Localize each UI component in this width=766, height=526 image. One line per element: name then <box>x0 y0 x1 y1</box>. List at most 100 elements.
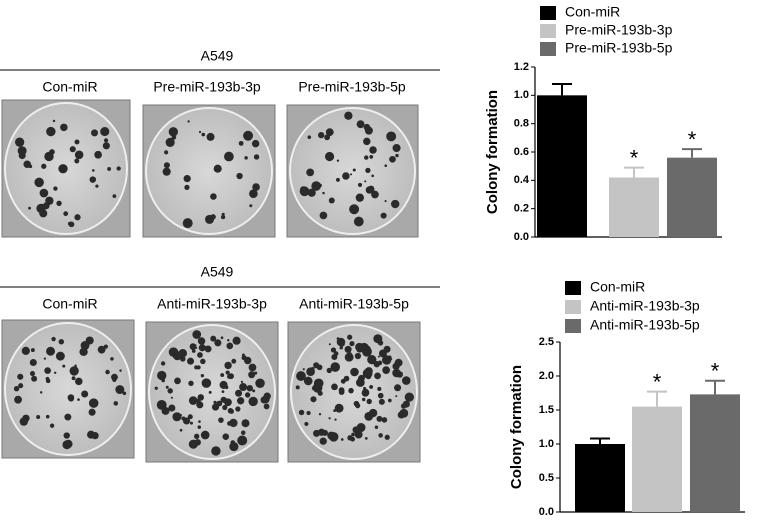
colony <box>384 164 388 168</box>
colony <box>248 371 256 379</box>
colony <box>34 177 44 188</box>
colony <box>364 155 369 160</box>
colony <box>200 373 205 378</box>
colony <box>254 371 258 375</box>
colony <box>383 345 391 353</box>
colony <box>204 345 212 353</box>
colony <box>220 373 225 377</box>
colony <box>374 425 379 429</box>
colony <box>75 377 83 386</box>
colony <box>17 373 24 380</box>
colony <box>196 398 201 404</box>
colony <box>201 132 206 137</box>
colony <box>77 398 80 401</box>
y-axis-label: Colony formation <box>508 365 525 489</box>
colony <box>318 413 322 416</box>
colony <box>74 158 80 164</box>
colony <box>394 358 403 367</box>
error-bar <box>590 437 610 444</box>
bar <box>609 177 659 237</box>
significance-marker: * <box>711 359 720 384</box>
colony <box>397 411 405 419</box>
colony <box>319 211 328 220</box>
image-label: Con-miR <box>42 79 97 95</box>
colony <box>368 408 378 418</box>
colony <box>62 364 66 368</box>
colony <box>194 365 199 370</box>
colony <box>235 406 241 412</box>
colony <box>55 351 65 361</box>
colony <box>44 151 54 162</box>
colony <box>187 414 193 420</box>
colony <box>340 438 344 441</box>
colony <box>224 361 232 370</box>
colony <box>358 374 365 382</box>
colony <box>184 184 190 191</box>
colony <box>163 162 170 169</box>
colony <box>307 188 316 197</box>
colony <box>349 341 355 347</box>
colony <box>391 199 400 209</box>
legend-swatch <box>565 300 581 314</box>
colony <box>119 369 122 372</box>
colony <box>328 417 331 420</box>
colony <box>162 167 171 176</box>
colony <box>115 385 125 395</box>
colony <box>364 126 373 135</box>
error-bar <box>647 390 667 407</box>
colony <box>74 139 80 145</box>
colony <box>91 432 99 440</box>
colony <box>182 218 193 229</box>
colony <box>310 396 317 403</box>
colony <box>211 403 220 411</box>
colony <box>347 435 353 441</box>
colony <box>374 372 381 380</box>
colony <box>300 186 307 193</box>
bar <box>537 95 587 237</box>
colony <box>319 437 327 445</box>
colony <box>381 355 392 365</box>
colony <box>402 376 411 385</box>
colony <box>192 330 202 339</box>
legend-label: Anti-miR-193b-5p <box>590 317 700 333</box>
colony <box>263 403 270 410</box>
colony <box>58 339 65 345</box>
colony <box>367 185 375 193</box>
colony <box>328 343 331 346</box>
colony <box>241 419 250 428</box>
colony <box>236 397 245 405</box>
colony <box>46 346 56 356</box>
colony <box>342 172 350 180</box>
colony <box>222 433 230 440</box>
colony <box>363 386 367 390</box>
colony <box>348 387 354 394</box>
colony <box>394 384 402 392</box>
colony <box>74 214 81 221</box>
colony <box>236 172 243 180</box>
colony <box>29 371 36 377</box>
y-tick-label: 2.5 <box>539 336 554 348</box>
colony <box>198 344 206 352</box>
colony <box>364 436 368 440</box>
colony <box>377 386 382 392</box>
colony <box>224 151 234 162</box>
y-tick-label: 0.4 <box>514 174 530 186</box>
colony <box>311 181 322 191</box>
colony <box>303 376 313 386</box>
colony <box>31 375 38 382</box>
colony <box>355 193 365 202</box>
colony <box>336 337 346 347</box>
error-bar <box>552 83 572 96</box>
colony <box>180 356 186 362</box>
colony <box>306 168 315 177</box>
colony <box>246 384 253 392</box>
colony <box>400 403 407 409</box>
colony <box>157 370 167 381</box>
colony <box>237 435 248 446</box>
y-tick-label: 1.2 <box>514 61 529 73</box>
colony <box>382 366 391 375</box>
colony <box>29 358 37 367</box>
colony <box>41 163 47 169</box>
error-bar <box>705 379 725 395</box>
